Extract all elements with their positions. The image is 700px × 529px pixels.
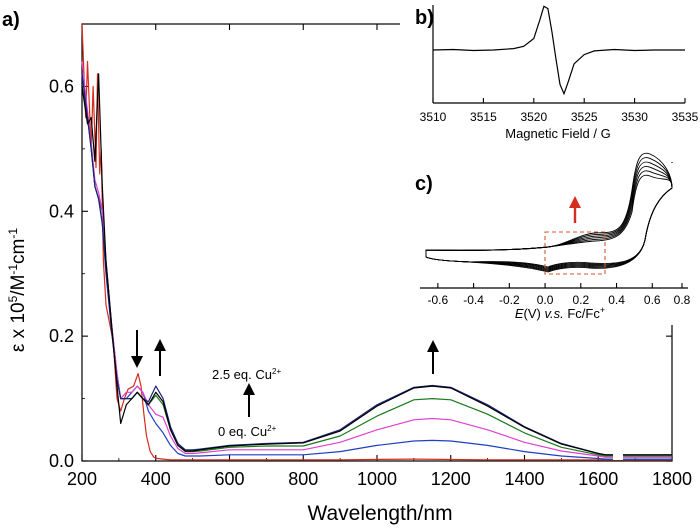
panel-b-x-tick-label: 3525 — [571, 110, 598, 124]
panel-b-x-tick-label: 3520 — [520, 110, 547, 124]
arrow-down-352nm — [131, 330, 143, 368]
panel-c-x-tick-label: 0.4 — [608, 293, 625, 307]
panel-a-uv-vis-nir-spectrum: a) 200 400 600 800 1000 1200 1400 1600 1800 0.0 0.… — [2, 9, 692, 525]
panel-c-cv-scan — [425, 152, 673, 273]
panel-b-background — [400, 2, 698, 162]
panel-a-label: a) — [2, 9, 20, 31]
panel-c-series — [425, 152, 673, 273]
panel-a-ticks: 200 400 600 800 1000 1200 1400 1600 1800 0.0 0.2 0.… — [49, 24, 692, 489]
panel-a-y-tick-label: 0.4 — [49, 201, 74, 221]
detector-gap — [613, 440, 623, 460]
panel-c-x-tick-label: 0.8 — [674, 293, 691, 307]
panel-b-x-tick-label: 3515 — [470, 110, 497, 124]
panel-a-y-axis-title: ε x 105/M-1cm-1 — [6, 228, 29, 352]
panel-c-x-tick-label: -0.6 — [428, 293, 449, 307]
panel-c-x-tick-label: 0.2 — [572, 293, 589, 307]
panel-b-series — [432, 5, 685, 96]
arrow-up-titration — [243, 383, 255, 417]
panel-b-x-tick-label: 3535 — [672, 110, 699, 124]
panel-c-label: c) — [415, 173, 433, 195]
annotation-2-5-eq: 2.5 eq. Cu2+ — [212, 367, 281, 382]
panel-a-x-tick-label: 1600 — [578, 469, 618, 489]
panel-c-x-tick-label: -0.4 — [463, 293, 484, 307]
panel-c-ticks: -0.6 -0.4 -0.2 0.0 0.2 0.4 0.6 0.8 — [428, 283, 691, 307]
panel-b-label: b) — [415, 7, 434, 29]
panel-a-x-tick-label: 1200 — [431, 469, 471, 489]
panel-a-x-tick-label: 1000 — [357, 469, 397, 489]
panel-a-series-line — [81, 73, 672, 456]
panel-b-x-tick-label: 3530 — [621, 110, 648, 124]
panel-a-series-line — [81, 23, 672, 461]
panel-a-y-tick-label: 0.0 — [49, 451, 74, 471]
panel-a-y-tick-label: 0.6 — [49, 76, 74, 96]
panel-a-x-tick-label: 800 — [288, 469, 318, 489]
panel-c-x-tick-label: 0.0 — [537, 293, 554, 307]
panel-a-x-tick-label: 200 — [67, 469, 97, 489]
panel-c-cyclic-voltammogram: c) -0.6 -0.4 -0.2 0.0 0.2 0.4 0.6 0.8 E(V) v.s.… — [400, 152, 698, 325]
annotation-0-eq: 0 eq. Cu2+ — [218, 424, 277, 439]
panel-b-ticks: 3510 3515 3520 3525 3530 3535 — [420, 98, 699, 124]
arrow-up-red — [569, 196, 581, 223]
panel-c-x-tick-label: 0.6 — [644, 293, 661, 307]
panel-b-x-axis-title: Magnetic Field / G — [505, 126, 611, 141]
arrow-up-1150nm — [427, 340, 439, 374]
arrow-up-405nm — [154, 339, 166, 376]
panel-c-background — [400, 163, 698, 325]
panel-b-epr-line — [432, 5, 685, 96]
panel-a-y-tick-label: 0.2 — [49, 326, 74, 346]
panel-a-x-tick-label: 1800 — [652, 469, 692, 489]
panel-a-x-axis-title: Wavelength/nm — [307, 502, 452, 525]
panel-c-x-tick-label: -0.2 — [499, 293, 520, 307]
panel-a-series-line — [81, 73, 672, 456]
panel-b-x-tick-label: 3510 — [420, 110, 447, 124]
panel-a-x-tick-label: 1400 — [504, 469, 544, 489]
panel-a-x-tick-label: 600 — [214, 469, 244, 489]
panel-b-epr-spectrum: b) 3510 3515 3520 3525 3530 3535 Magnetic Fie… — [400, 2, 699, 162]
panel-a-series — [81, 23, 672, 461]
panel-c-x-axis-title: E(V) v.s. Fc/Fc+ — [515, 305, 605, 321]
panel-a-x-tick-label: 400 — [141, 469, 171, 489]
highlight-box — [544, 231, 606, 275]
